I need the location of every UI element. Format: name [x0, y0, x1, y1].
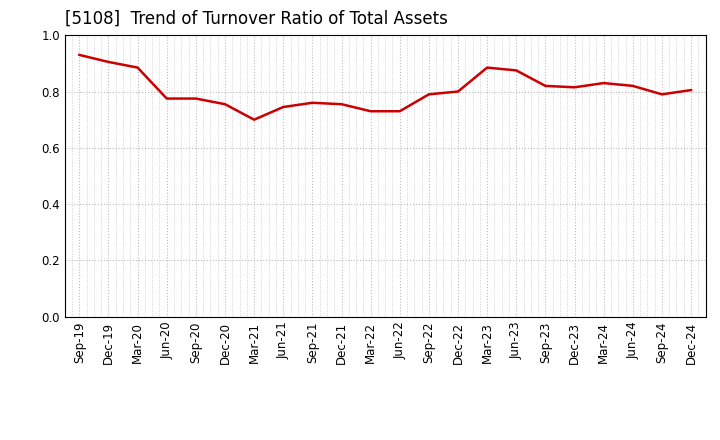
- Text: [5108]  Trend of Turnover Ratio of Total Assets: [5108] Trend of Turnover Ratio of Total …: [65, 10, 448, 28]
